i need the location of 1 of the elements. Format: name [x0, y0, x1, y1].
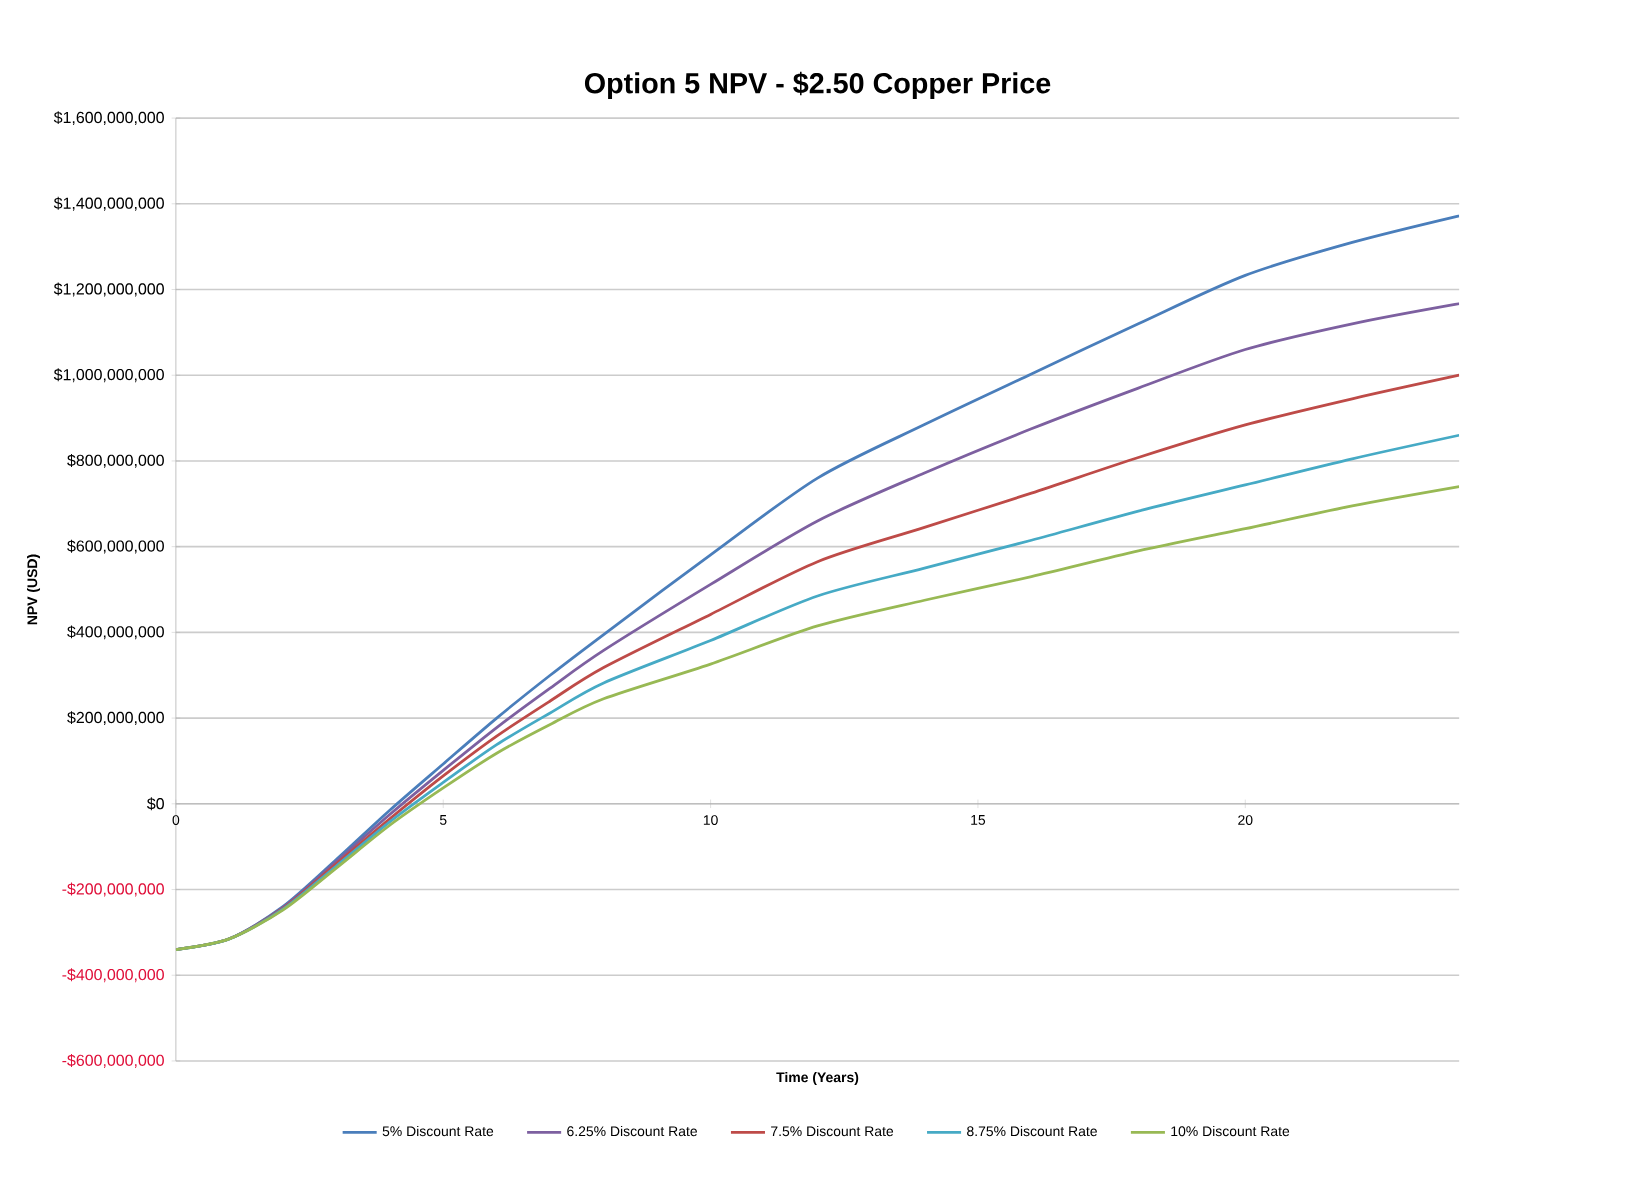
- chart-title: Option 5 NPV - $2.50 Copper Price: [584, 72, 1051, 100]
